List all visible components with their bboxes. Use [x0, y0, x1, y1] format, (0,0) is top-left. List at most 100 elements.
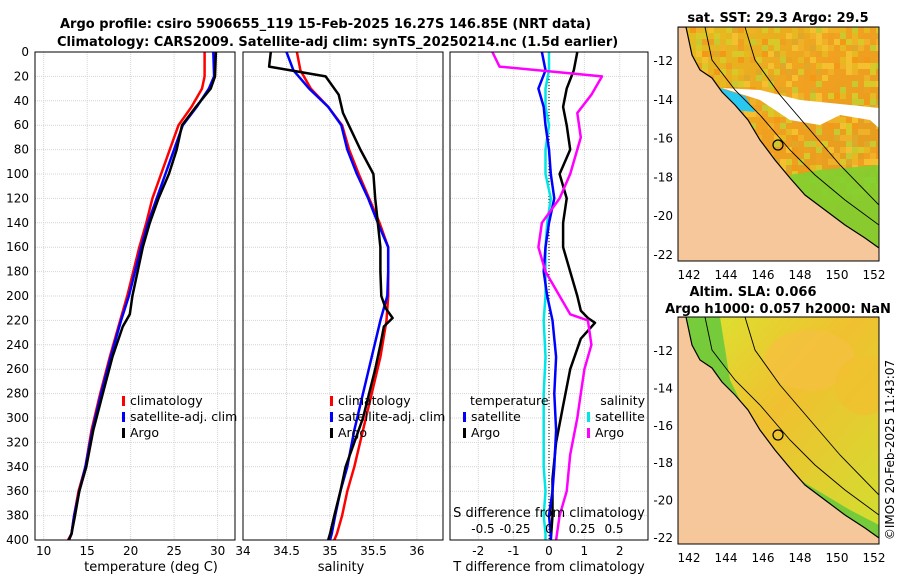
sst-cell [720, 33, 726, 39]
sst-cell [714, 33, 720, 39]
sst-cell [810, 45, 816, 51]
sst-cell [792, 27, 798, 33]
depth-tick-label: 360 [6, 484, 29, 498]
sst-cell [798, 39, 804, 45]
sst-cell [828, 117, 834, 123]
sst-cell [768, 51, 774, 57]
sst-cell [846, 159, 852, 165]
sst-cell [804, 69, 810, 75]
sst-cell [846, 117, 852, 123]
sst-cell [834, 45, 840, 51]
depth-tick-label: 280 [6, 387, 29, 401]
legend-label: satellite [471, 409, 521, 424]
depth-tick-label: 40 [14, 94, 29, 108]
sst-isobath-1000 [704, 27, 879, 226]
sst-cell [840, 135, 846, 141]
sst-cell [876, 57, 879, 63]
sst-cell [834, 93, 840, 99]
s-difference-label: S difference from climatology [453, 506, 645, 521]
sst-cell [870, 81, 876, 87]
sst-cell [798, 159, 804, 165]
header-line1: Argo profile: csiro 5906655_119 15-Feb-2… [60, 17, 591, 32]
sst-cell [846, 141, 852, 147]
sst-cell [720, 81, 726, 87]
sst-cloud-gap [722, 88, 879, 128]
difference-legend: temperature salinitysatelliteArgosatellit… [463, 393, 646, 440]
map-lon-label: 142 [678, 551, 701, 565]
sst-cell [780, 135, 786, 141]
sst-cell [846, 69, 852, 75]
sst-cell [864, 63, 870, 69]
map-lat-label: -16 [653, 132, 673, 146]
sst-argo-marker [772, 139, 784, 151]
map-lon-label: 150 [826, 551, 849, 565]
sst-cell [822, 141, 828, 147]
sst-cell [762, 135, 768, 141]
x-tick-label: 0 [545, 544, 553, 558]
sst-cell [840, 147, 846, 153]
sla-x-ticks: 142 144 146 148 150 152 [678, 551, 886, 565]
sst-cell [816, 129, 822, 135]
sst-cell [792, 147, 798, 153]
depth-axis: 0 20 40 60 80 100 120 140 160 180 200 220 240 260 280 3… [6, 45, 29, 547]
sst-cell [786, 33, 792, 39]
sst-cell [822, 45, 828, 51]
sst-cell [774, 69, 780, 75]
sst-cell [822, 39, 828, 45]
depth-tick-label: 400 [6, 533, 29, 547]
legend-swatch [122, 412, 125, 422]
depth-tick-label: 60 [14, 118, 29, 132]
legend-swatch [463, 428, 466, 438]
map-lat-label: -12 [653, 54, 673, 68]
sst-cell [864, 153, 870, 159]
x-tick-label: 34.5 [273, 544, 300, 558]
sst-cell [852, 123, 858, 129]
sst-cell [774, 117, 780, 123]
sst-cell [852, 141, 858, 147]
legend-label: satellite-adj. clim [130, 409, 237, 424]
map-lat-label: -20 [653, 209, 673, 223]
depth-tick-label: 100 [6, 167, 29, 181]
sst-cell [750, 123, 756, 129]
temperature-lines [66, 52, 218, 540]
sst-cell [756, 105, 762, 111]
sst-cell [738, 51, 744, 57]
sst-cell [768, 141, 774, 147]
legend-swatch [330, 428, 333, 438]
depth-tick-label: 180 [6, 265, 29, 279]
depth-tick-label: 80 [14, 143, 29, 157]
sst-cell [780, 51, 786, 57]
sst-cell [696, 45, 702, 51]
sst-cell [744, 51, 750, 57]
sst-cell [702, 57, 708, 63]
sst-cell [864, 129, 870, 135]
sst-cell [798, 69, 804, 75]
sla-argo-marker [772, 429, 784, 441]
legend-label: Argo [595, 425, 624, 440]
depth-tick-label: 160 [6, 240, 29, 254]
map-lon-label: 146 [752, 268, 775, 282]
map-lat-label: -22 [653, 248, 673, 262]
sst-cell [876, 159, 879, 165]
sst-cell [876, 45, 879, 51]
sst-cell [792, 69, 798, 75]
sst-cell [774, 87, 780, 93]
sla-map-title1: Altim. SLA: 0.066 [690, 285, 817, 300]
sst-coastal-cold [720, 88, 755, 112]
sst-cell [870, 159, 876, 165]
sst-cell [786, 69, 792, 75]
sst-cell [804, 147, 810, 153]
sst-cell [852, 39, 858, 45]
sst-map-title: sat. SST: 29.3 Argo: 29.5 [687, 11, 868, 26]
sst-cell [762, 27, 768, 33]
sst-cell [840, 117, 846, 123]
x-tick-label: 15 [80, 544, 95, 558]
sst-cell [804, 63, 810, 69]
sst-cell [840, 45, 846, 51]
credit-text: ©IMOS 20-Feb-2025 11:43:07 [883, 360, 897, 540]
sst-cell [840, 123, 846, 129]
sst-cell [726, 27, 732, 33]
x-tick-label: 10 [36, 544, 51, 558]
s-difference-ticks: -0.5 -0.25 0 0.25 0.5 [471, 522, 623, 536]
